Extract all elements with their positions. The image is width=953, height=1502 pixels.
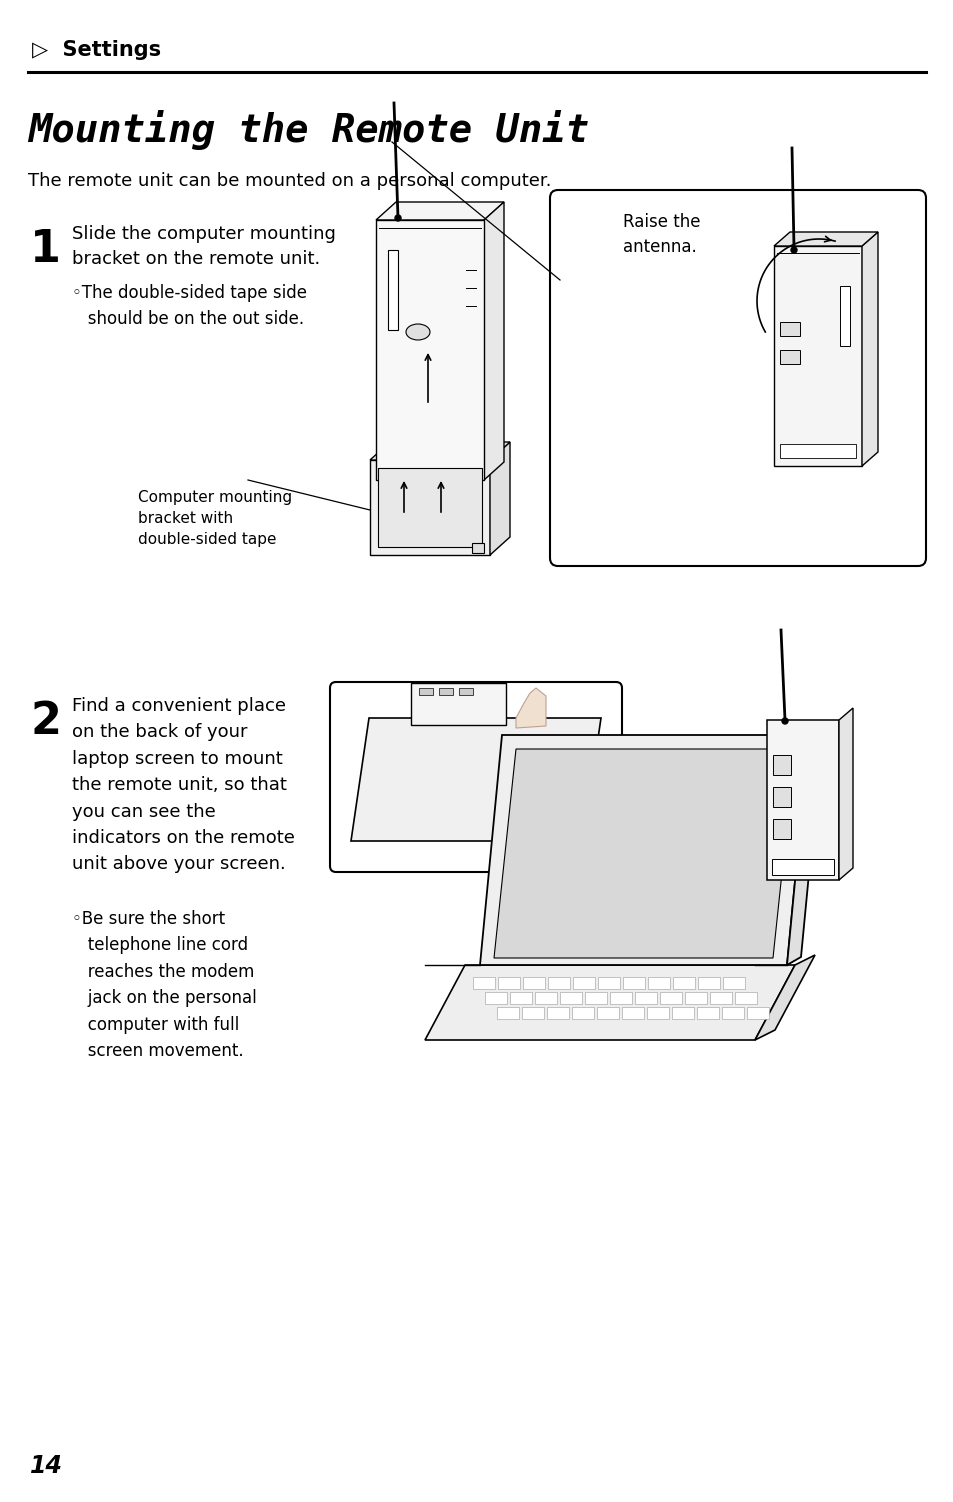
Bar <box>546 1006 568 1018</box>
Text: ◦Be sure the short
   telephone line cord
   reaches the modem
   jack on the pe: ◦Be sure the short telephone line cord r… <box>71 910 256 1060</box>
Bar <box>709 991 731 1003</box>
Bar <box>671 1006 693 1018</box>
Bar <box>559 991 581 1003</box>
Bar <box>473 976 495 988</box>
Polygon shape <box>351 718 600 841</box>
Polygon shape <box>483 201 503 481</box>
Bar <box>780 350 800 363</box>
Polygon shape <box>754 955 814 1039</box>
Bar <box>771 859 833 876</box>
Polygon shape <box>494 749 794 958</box>
Bar <box>458 688 473 695</box>
Polygon shape <box>479 734 808 964</box>
Text: ◦The double-sided tape side
   should be on the out side.: ◦The double-sided tape side should be on… <box>71 284 307 329</box>
Bar <box>772 756 790 775</box>
Bar <box>647 976 669 988</box>
FancyBboxPatch shape <box>550 189 925 566</box>
Bar <box>573 976 595 988</box>
Text: Mounting the Remote Unit: Mounting the Remote Unit <box>28 110 588 150</box>
Polygon shape <box>411 683 505 725</box>
Bar <box>672 976 695 988</box>
Text: ▷  Settings: ▷ Settings <box>32 41 161 60</box>
Bar <box>377 469 481 547</box>
Bar <box>621 1006 643 1018</box>
Bar <box>521 1006 543 1018</box>
Polygon shape <box>370 460 490 556</box>
Polygon shape <box>773 231 877 246</box>
Bar <box>497 976 519 988</box>
Polygon shape <box>370 442 510 460</box>
Ellipse shape <box>406 324 430 339</box>
Bar <box>722 976 744 988</box>
Bar <box>597 1006 618 1018</box>
Text: 2: 2 <box>30 700 61 743</box>
Bar <box>698 976 720 988</box>
Bar <box>584 991 606 1003</box>
Polygon shape <box>786 727 822 964</box>
Polygon shape <box>490 442 510 556</box>
Bar <box>721 1006 743 1018</box>
Bar <box>622 976 644 988</box>
Bar <box>522 976 544 988</box>
Bar <box>734 991 757 1003</box>
Polygon shape <box>516 688 545 728</box>
Polygon shape <box>766 719 838 880</box>
Text: Raise the
antenna.: Raise the antenna. <box>622 213 700 255</box>
Polygon shape <box>424 964 794 1039</box>
Circle shape <box>395 215 400 221</box>
Text: Slide the computer mounting
bracket on the remote unit.: Slide the computer mounting bracket on t… <box>71 225 335 267</box>
Bar <box>772 787 790 807</box>
Bar <box>646 1006 668 1018</box>
Bar <box>510 991 532 1003</box>
Polygon shape <box>862 231 877 466</box>
Polygon shape <box>375 219 483 481</box>
Bar <box>684 991 706 1003</box>
Bar <box>746 1006 768 1018</box>
Bar <box>438 688 453 695</box>
Bar <box>418 688 433 695</box>
Bar <box>472 544 483 553</box>
Text: The remote unit can be mounted on a personal computer.: The remote unit can be mounted on a pers… <box>28 173 551 189</box>
Circle shape <box>781 718 787 724</box>
Bar <box>840 285 849 345</box>
Bar <box>535 991 557 1003</box>
Bar <box>635 991 657 1003</box>
Bar <box>497 1006 518 1018</box>
Polygon shape <box>838 707 852 880</box>
Bar <box>547 976 569 988</box>
Bar <box>772 819 790 840</box>
Bar <box>572 1006 594 1018</box>
Text: 14: 14 <box>30 1454 63 1478</box>
Bar <box>598 976 619 988</box>
Bar <box>388 249 397 330</box>
Text: Find a convenient place
on the back of your
laptop screen to mount
the remote un: Find a convenient place on the back of y… <box>71 697 294 873</box>
Bar <box>609 991 631 1003</box>
FancyBboxPatch shape <box>330 682 621 873</box>
Circle shape <box>790 246 796 252</box>
Text: 1: 1 <box>30 228 61 270</box>
Bar <box>780 445 855 458</box>
Text: Computer mounting
bracket with
double-sided tape: Computer mounting bracket with double-si… <box>138 490 292 547</box>
Polygon shape <box>773 246 862 466</box>
Bar <box>484 991 506 1003</box>
Bar <box>659 991 681 1003</box>
Bar <box>780 321 800 336</box>
Polygon shape <box>375 201 503 219</box>
Bar <box>697 1006 719 1018</box>
